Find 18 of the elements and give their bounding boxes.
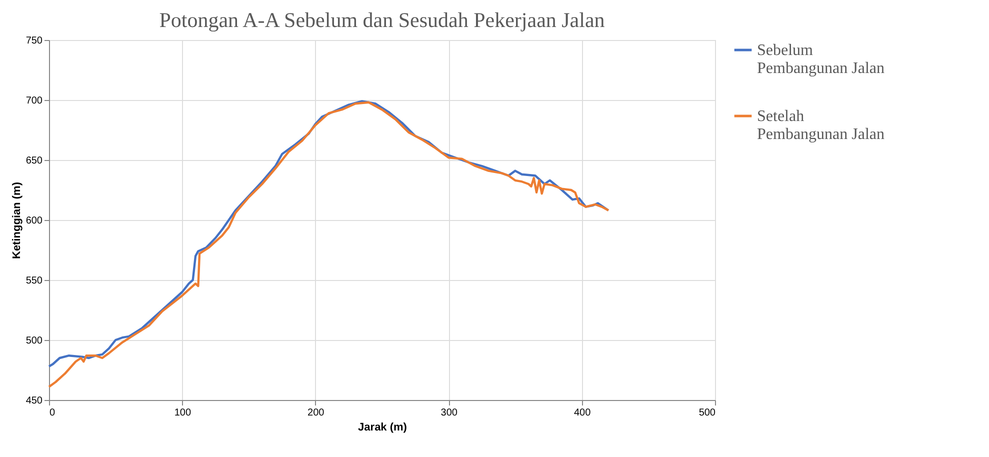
y-tick-label: 500 <box>26 336 43 346</box>
y-tick-label: 450 <box>26 396 43 406</box>
x-tick-label: 100 <box>174 408 192 418</box>
chart-title: Potongan A-A Sebelum dan Sesudah Pekerjaan Jalan <box>159 8 606 32</box>
y-tick-label: 600 <box>26 216 43 226</box>
x-tick-label: 500 <box>698 408 716 418</box>
x-tick-label: 0 <box>50 408 56 418</box>
x-axis-title: Jarak (m) <box>358 422 408 434</box>
x-tick-label: 400 <box>574 408 592 418</box>
y-tick-label: 550 <box>26 276 43 286</box>
x-tick-label: 300 <box>440 408 458 418</box>
y-tick-label: 750 <box>26 36 43 46</box>
y-tick-label: 700 <box>26 96 43 106</box>
legend-label: Setelah Pembangunan Jalan <box>757 108 885 143</box>
legend-label: Sebelum Pembangunan Jalan <box>757 42 885 77</box>
x-tick-label: 200 <box>308 408 325 418</box>
y-tick-label: 650 <box>26 156 43 166</box>
y-axis-title: Ketinggian (m) <box>10 182 23 259</box>
